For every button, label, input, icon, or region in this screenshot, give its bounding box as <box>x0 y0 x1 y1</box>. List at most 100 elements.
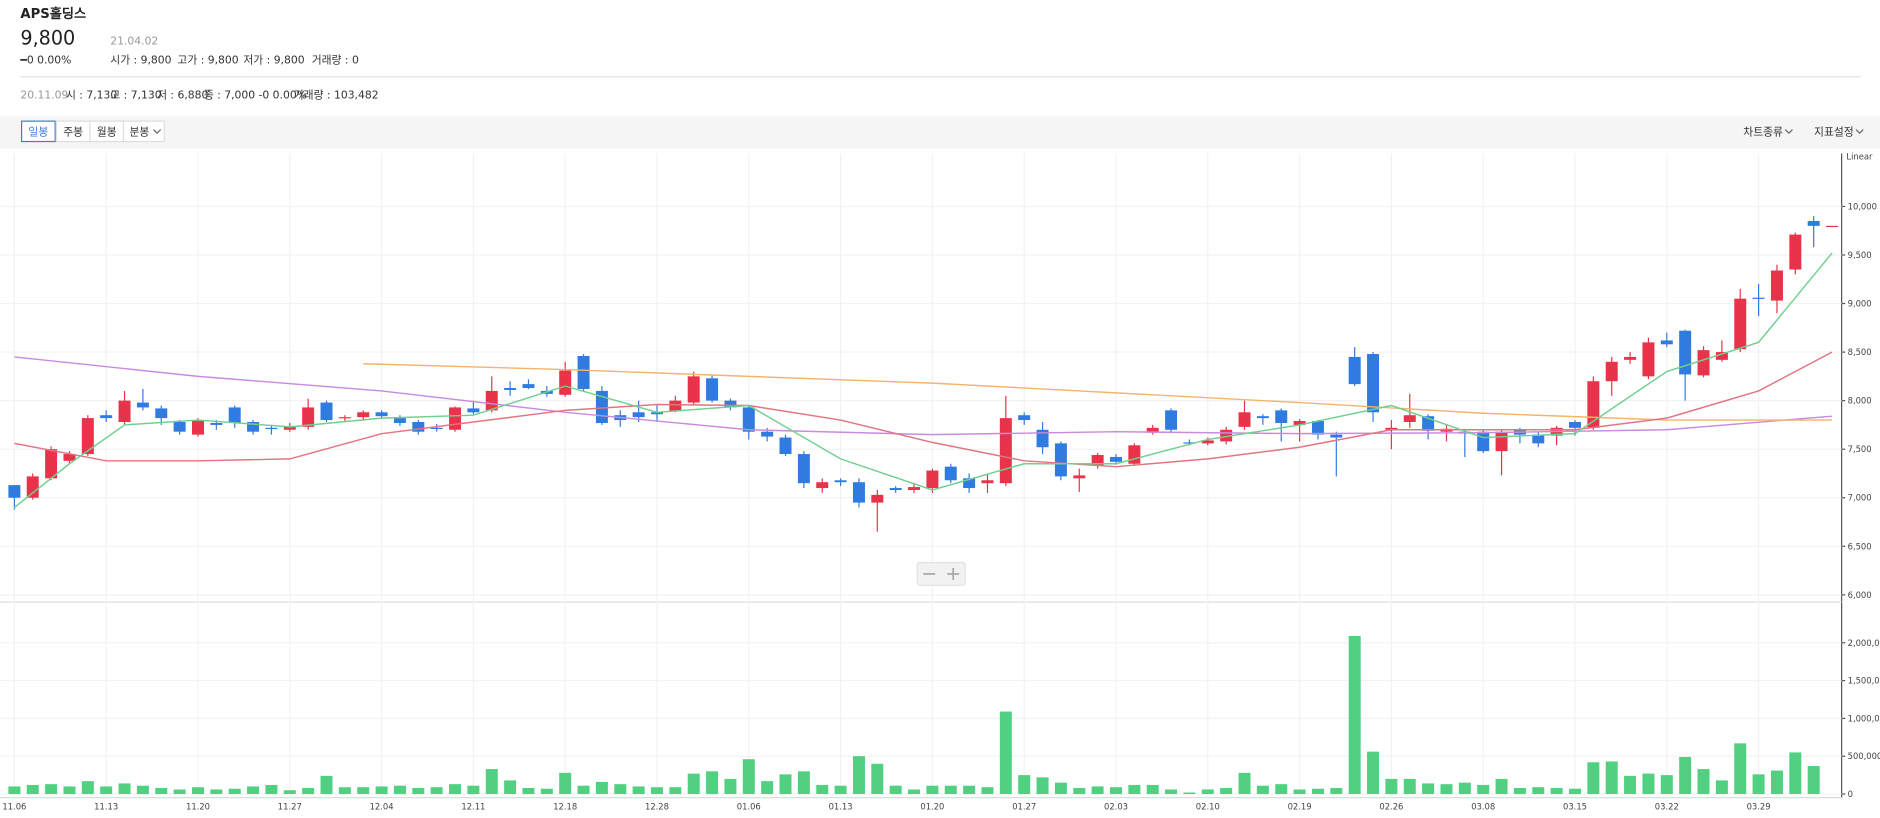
candle-body <box>1734 298 1747 350</box>
volume-bar <box>302 787 315 795</box>
volume-bar <box>210 789 223 795</box>
volume-tick-label: 1,000,000 <box>1848 713 1880 723</box>
volume-bar <box>650 787 663 795</box>
period-label[interactable]: 월봉 <box>97 126 117 139</box>
info-open: 시 : 7,130 <box>66 88 117 101</box>
candle-body <box>265 427 278 430</box>
period-button[interactable] <box>20 120 56 143</box>
candle-body <box>81 418 94 455</box>
candle-body <box>1036 429 1049 448</box>
volume-bar <box>1293 789 1306 795</box>
volume-bar <box>45 784 58 795</box>
volume-bar <box>632 786 645 795</box>
volume-bar <box>779 774 792 795</box>
volume-bar <box>595 781 608 795</box>
x-tick-label: 12.11 <box>461 802 485 812</box>
change: ━0 0.00% <box>19 54 71 67</box>
volume-bar <box>797 771 810 795</box>
x-tick-label: 11.13 <box>94 802 118 812</box>
candle-body <box>999 418 1012 484</box>
y-tick-label: 6,000 <box>1848 590 1872 600</box>
candle-body <box>1752 297 1765 299</box>
chart-type-button[interactable]: 차트종류 <box>1743 126 1783 139</box>
volume-bar <box>1220 787 1233 795</box>
stock-name: APS홀딩스 <box>20 5 86 22</box>
volume-bar <box>1018 775 1031 795</box>
candle-body <box>26 476 39 498</box>
period-button[interactable] <box>122 120 165 143</box>
volume-bar <box>1605 761 1618 795</box>
volume-bar <box>889 785 902 795</box>
candle-body <box>228 407 241 423</box>
candle-body <box>357 412 370 418</box>
volume-bar <box>944 785 957 795</box>
x-tick-label: 12.04 <box>370 802 394 812</box>
volume-bar <box>1569 788 1581 795</box>
volume-bar <box>1165 789 1178 795</box>
x-tick-label: 12.18 <box>553 802 577 812</box>
candle-body <box>761 431 774 437</box>
candle-body <box>485 390 498 411</box>
volume-bar <box>1624 775 1637 795</box>
volume-bar <box>1477 784 1490 795</box>
candle-body <box>393 418 406 423</box>
indicator-button[interactable]: 지표설정 <box>1814 126 1854 139</box>
period-label[interactable]: 분봉 <box>129 126 149 139</box>
x-tick-label: 01.06 <box>737 802 761 812</box>
volume-bar <box>63 786 76 795</box>
volume-tick-label: 500,000 <box>1848 751 1880 761</box>
volume-bar <box>136 785 149 795</box>
candle-body <box>1054 443 1067 477</box>
candle-body <box>155 408 168 419</box>
zoom-control[interactable] <box>916 561 966 586</box>
volume-bar <box>1330 787 1343 795</box>
candle-body <box>1826 225 1839 228</box>
candle-body <box>871 494 884 503</box>
y-tick-label: 8,500 <box>1848 347 1872 357</box>
y-tick-label: 9,000 <box>1848 299 1872 309</box>
volume-bar <box>1495 778 1508 795</box>
candle-body <box>724 400 737 408</box>
volume-bar <box>1513 787 1526 795</box>
y-tick-label: 7,500 <box>1848 444 1872 454</box>
high: 고가 : 9,800 <box>177 54 238 67</box>
moving-average <box>14 351 1833 468</box>
open: 시가 : 9,800 <box>110 54 171 67</box>
volume-bar <box>375 786 388 795</box>
x-tick-label: 03.29 <box>1747 802 1771 812</box>
volume-bar <box>1440 784 1453 795</box>
volume-bar <box>1734 743 1747 795</box>
volume-bar <box>1385 778 1398 795</box>
candle-body <box>1679 330 1692 375</box>
period-label[interactable]: 주봉 <box>63 126 83 139</box>
candle-body <box>1605 361 1618 382</box>
candle-body <box>1201 440 1214 444</box>
candle-body <box>247 421 260 432</box>
volume-bar <box>1532 787 1545 795</box>
volume-bar <box>687 773 700 795</box>
dropdown-icon <box>1855 129 1864 134</box>
info-date: 20.11.09 <box>20 88 68 101</box>
candle-body <box>1256 416 1269 419</box>
candle-body <box>1110 456 1122 462</box>
volume-bar <box>485 769 498 795</box>
volume-bar <box>1146 784 1159 795</box>
volume-bar <box>430 787 443 795</box>
price: 9,800 <box>20 26 75 49</box>
candle-body <box>522 384 535 389</box>
candle-body <box>779 437 792 455</box>
candle-body <box>210 422 223 425</box>
volume-bar <box>816 784 829 795</box>
volume-bar <box>1110 787 1122 795</box>
moving-average <box>13 252 1833 509</box>
x-tick-label: 11.06 <box>2 802 26 812</box>
volume-bar <box>981 787 994 795</box>
volume-bar <box>8 786 21 795</box>
period-label[interactable]: 일봉 <box>28 126 48 139</box>
candle-body <box>63 454 76 461</box>
candle-body <box>650 412 663 415</box>
volume-bar <box>283 790 296 795</box>
candle-body <box>797 454 810 484</box>
